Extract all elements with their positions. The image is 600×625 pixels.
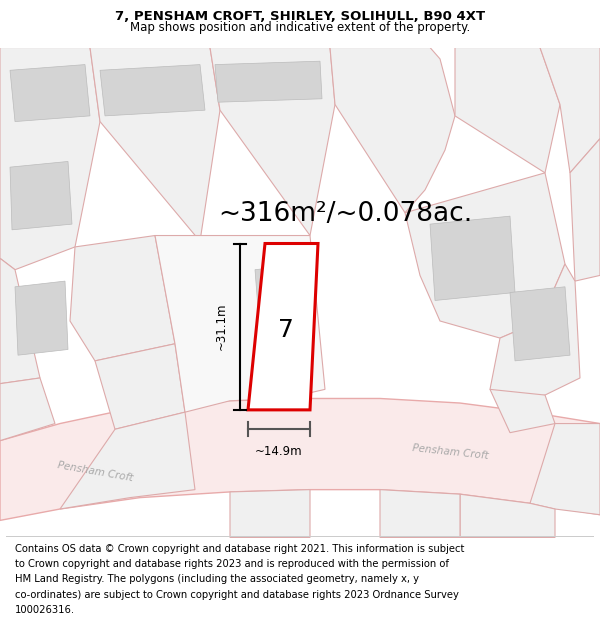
Polygon shape [248, 244, 318, 410]
Text: ~316m²/~0.078ac.: ~316m²/~0.078ac. [218, 201, 472, 228]
Text: 100026316.: 100026316. [15, 605, 75, 615]
Polygon shape [60, 412, 195, 509]
Polygon shape [95, 344, 185, 429]
Polygon shape [430, 216, 515, 301]
Polygon shape [0, 399, 600, 521]
Text: ~31.1m: ~31.1m [215, 303, 228, 351]
Text: 7, PENSHAM CROFT, SHIRLEY, SOLIHULL, B90 4XT: 7, PENSHAM CROFT, SHIRLEY, SOLIHULL, B90… [115, 11, 485, 24]
Text: Map shows position and indicative extent of the property.: Map shows position and indicative extent… [130, 21, 470, 34]
Polygon shape [90, 48, 220, 241]
Polygon shape [540, 48, 600, 173]
Polygon shape [510, 287, 570, 361]
Polygon shape [490, 389, 555, 432]
Polygon shape [460, 494, 555, 538]
Polygon shape [330, 48, 455, 212]
Text: to Crown copyright and database rights 2023 and is reproduced with the permissio: to Crown copyright and database rights 2… [15, 559, 449, 569]
Polygon shape [15, 281, 68, 355]
Text: 7: 7 [278, 318, 294, 342]
Polygon shape [0, 378, 55, 441]
Polygon shape [230, 489, 310, 538]
Polygon shape [0, 258, 40, 384]
Text: Contains OS data © Crown copyright and database right 2021. This information is : Contains OS data © Crown copyright and d… [15, 544, 464, 554]
Text: co-ordinates) are subject to Crown copyright and database rights 2023 Ordnance S: co-ordinates) are subject to Crown copyr… [15, 589, 459, 599]
Text: HM Land Registry. The polygons (including the associated geometry, namely x, y: HM Land Registry. The polygons (includin… [15, 574, 419, 584]
Polygon shape [70, 236, 175, 361]
Text: ~14.9m: ~14.9m [255, 445, 303, 458]
Polygon shape [570, 139, 600, 281]
Polygon shape [490, 264, 580, 401]
Polygon shape [380, 489, 460, 538]
Polygon shape [455, 48, 560, 173]
Polygon shape [210, 48, 335, 236]
Polygon shape [0, 48, 100, 270]
Polygon shape [155, 236, 325, 412]
Polygon shape [10, 161, 72, 230]
Text: Pensham Croft: Pensham Croft [56, 460, 134, 483]
Polygon shape [405, 173, 565, 338]
Polygon shape [215, 61, 322, 102]
Polygon shape [530, 424, 600, 515]
Polygon shape [255, 264, 312, 361]
Polygon shape [10, 64, 90, 122]
Text: Pensham Croft: Pensham Croft [412, 443, 488, 461]
Polygon shape [100, 64, 205, 116]
